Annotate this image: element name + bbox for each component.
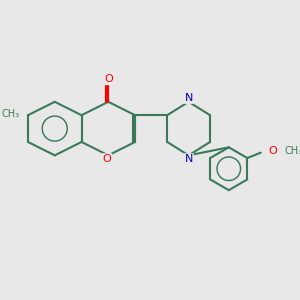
Text: O: O [103, 154, 111, 164]
Text: CH₃: CH₃ [2, 109, 20, 119]
Text: N: N [184, 154, 193, 164]
Text: O: O [104, 74, 113, 84]
Text: N: N [184, 93, 193, 103]
Text: O: O [268, 146, 277, 156]
Text: CH₃: CH₃ [285, 146, 300, 156]
